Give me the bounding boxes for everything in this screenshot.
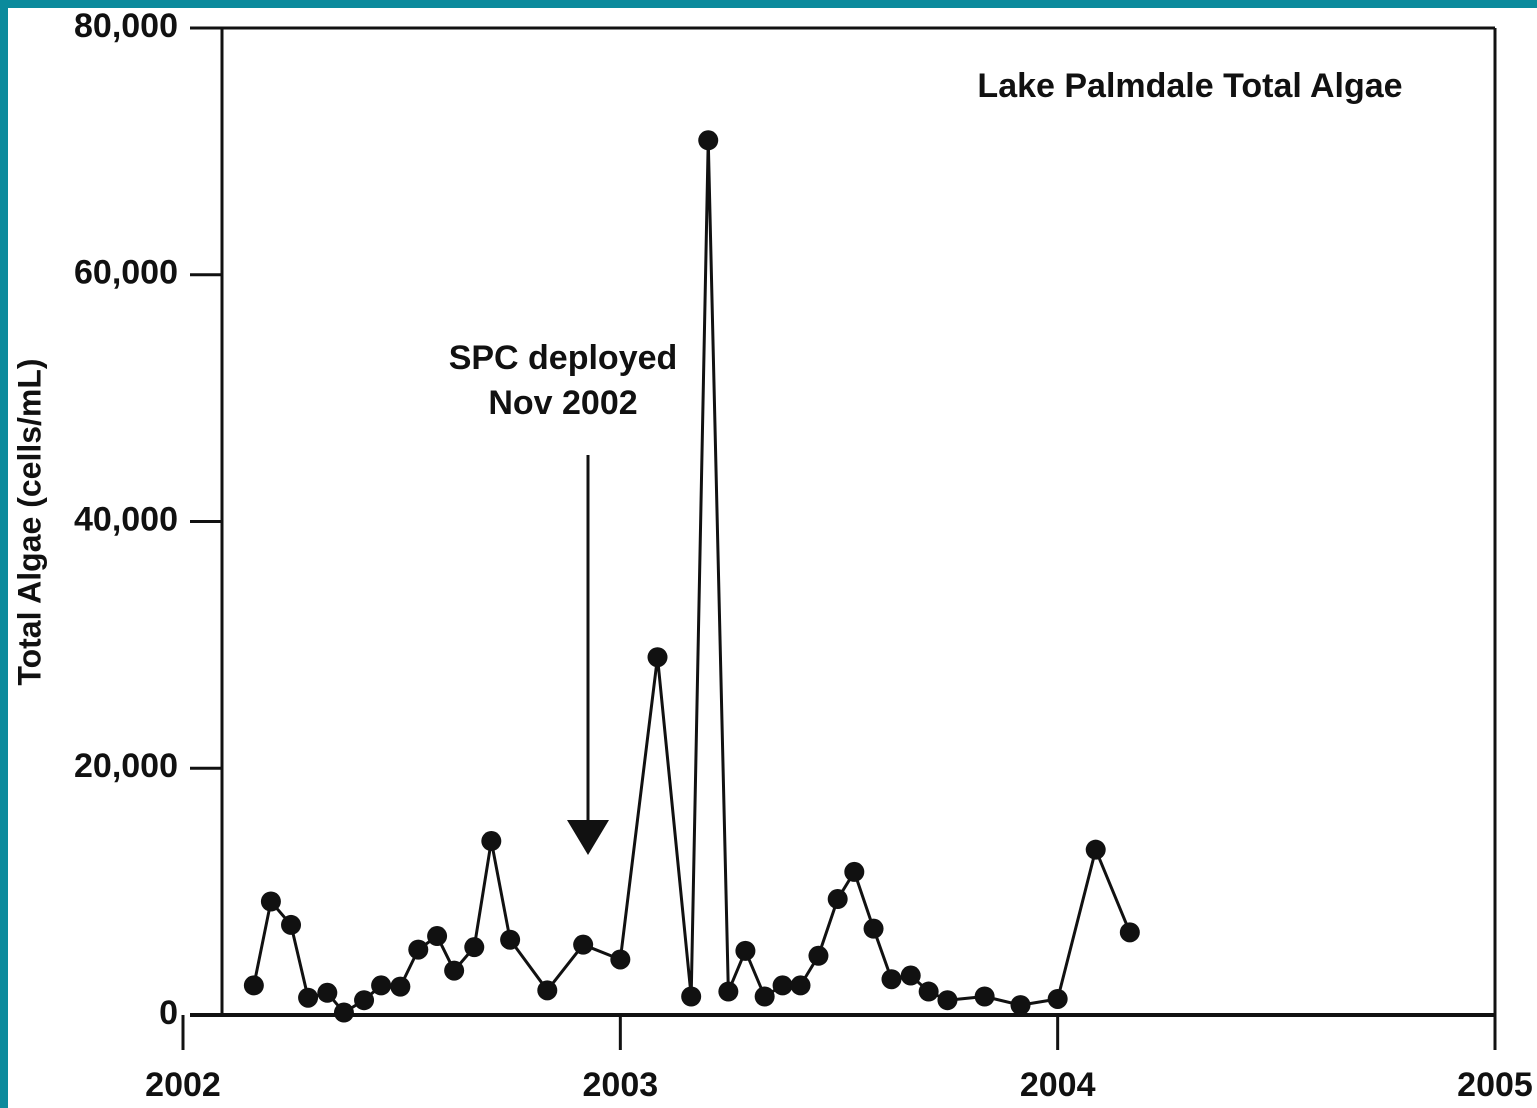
y-tick-label: 20,000 — [74, 747, 178, 785]
data-point — [481, 831, 502, 852]
data-point — [698, 130, 719, 151]
data-point — [408, 939, 429, 960]
x-tick-label: 2002 — [145, 1066, 221, 1104]
data-point — [827, 889, 848, 910]
y-tick-label: 40,000 — [74, 500, 178, 538]
data-point — [863, 918, 884, 939]
data-point — [918, 981, 939, 1002]
data-point — [681, 986, 702, 1007]
data-point — [537, 980, 558, 1001]
data-point — [1010, 995, 1031, 1016]
x-tick-label: 2003 — [583, 1066, 659, 1104]
data-point — [881, 969, 902, 990]
data-point — [464, 937, 485, 958]
data-point — [610, 949, 631, 970]
data-point — [900, 965, 921, 986]
data-point — [718, 981, 739, 1002]
annotation: SPC deployed — [449, 339, 678, 377]
data-point — [790, 975, 811, 996]
annotation: Nov 2002 — [488, 384, 637, 422]
x-tick-label: 2005 — [1457, 1066, 1533, 1104]
data-point — [1119, 922, 1140, 943]
data-point — [754, 986, 775, 1007]
y-axis-label: Total Algae (cells/mL) — [11, 358, 47, 685]
data-point — [844, 861, 865, 882]
data-point — [500, 929, 521, 950]
data-point — [974, 986, 995, 1007]
y-tick-label: 0 — [159, 994, 178, 1032]
data-point — [735, 940, 756, 961]
data-point — [573, 934, 594, 955]
data-point — [281, 914, 302, 935]
data-point — [260, 891, 281, 912]
data-point — [427, 926, 448, 947]
arrow-head — [567, 820, 609, 855]
data-point — [317, 982, 338, 1003]
chart-title: Lake Palmdale Total Algae — [977, 67, 1402, 105]
y-tick-label: 80,000 — [74, 7, 178, 45]
data-point — [1047, 988, 1068, 1009]
y-tick-label: 60,000 — [74, 254, 178, 292]
data-point — [647, 647, 668, 668]
data-point — [808, 945, 829, 966]
x-tick-label: 2004 — [1020, 1066, 1096, 1104]
data-point — [390, 976, 411, 997]
data-point — [1085, 839, 1106, 860]
plot-background — [8, 8, 1537, 1108]
data-point — [298, 987, 319, 1008]
data-point — [354, 990, 375, 1011]
data-point — [937, 990, 958, 1011]
data-point — [333, 1002, 354, 1023]
data-point — [772, 975, 793, 996]
data-point — [444, 960, 465, 981]
data-point — [371, 975, 392, 996]
data-point — [243, 975, 264, 996]
